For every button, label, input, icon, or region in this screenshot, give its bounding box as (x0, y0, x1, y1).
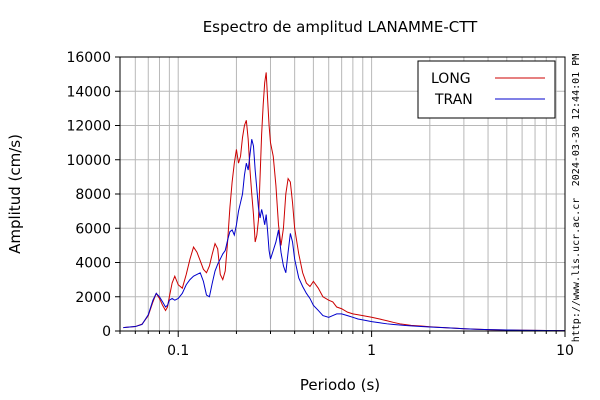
x-tick-label: 10 (556, 343, 574, 359)
series-line-long (123, 72, 566, 332)
legend-label-long: LONG (431, 71, 471, 87)
chart-title: Espectro de amplitud LANAMME-CTT (203, 18, 478, 36)
y-tick-label: 16000 (66, 50, 111, 66)
x-tick-label: 0.1 (167, 343, 189, 359)
legend-label-tran: TRAN (434, 92, 473, 108)
y-tick-label: 8000 (75, 187, 111, 203)
y-tick-label: 6000 (75, 221, 111, 237)
y-axis-title: Amplitud (cm/s) (6, 134, 24, 254)
y-tick-label: 12000 (66, 119, 111, 135)
y-tick-label: 4000 (75, 256, 111, 272)
source-url-label: http://www.lis.ucr.ac.cr (571, 198, 582, 343)
y-tick-label: 2000 (75, 290, 111, 306)
y-tick-label: 10000 (66, 153, 111, 169)
legend: LONG TRAN (417, 60, 556, 119)
timestamp-label: 2024-03-30 12:44:01 PM (571, 54, 582, 186)
y-tick-label: 14000 (66, 84, 111, 100)
x-axis-ticks: 0.1 1 10 (119, 331, 574, 359)
y-tick-label: 0 (102, 324, 111, 340)
legend-box (417, 60, 556, 119)
chart-grid (119, 56, 566, 332)
series-line-tran (123, 139, 566, 332)
x-tick-label: 1 (367, 343, 376, 359)
series-layer (123, 72, 566, 332)
y-axis-ticks: 0 2000 4000 6000 8000 10000 12000 14000 16000 (66, 50, 120, 340)
x-axis-title: Periodo (s) (300, 376, 380, 394)
